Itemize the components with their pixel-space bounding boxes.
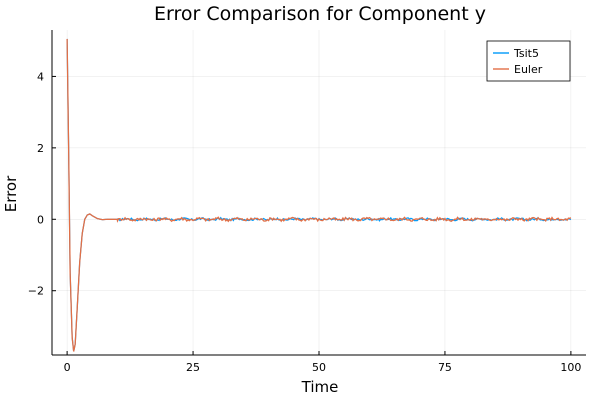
y-axis-label: Error <box>2 175 20 212</box>
chart-title: Error Comparison for Component y <box>154 3 486 25</box>
x-tick-label: 25 <box>186 361 200 374</box>
legend-label-euler: Euler <box>514 63 543 76</box>
legend-label-tsit5: Tsit5 <box>513 47 539 60</box>
legend: Tsit5 Euler <box>486 40 571 82</box>
x-tick-label: 75 <box>438 361 452 374</box>
x-tick-label: 100 <box>560 361 581 374</box>
x-axis-label: Time <box>301 378 339 396</box>
y-tick-label: 0 <box>37 213 44 226</box>
y-tick-label: 2 <box>37 142 44 155</box>
x-tick-label: 50 <box>312 361 326 374</box>
series-layer <box>66 38 572 352</box>
series-line-euler <box>66 38 572 352</box>
ticks: 0 25 50 75 100 −2 0 2 4 <box>28 70 582 374</box>
legend-box <box>486 40 571 82</box>
y-tick-label: −2 <box>28 285 44 298</box>
y-tick-label: 4 <box>37 70 44 83</box>
x-tick-label: 0 <box>64 361 71 374</box>
